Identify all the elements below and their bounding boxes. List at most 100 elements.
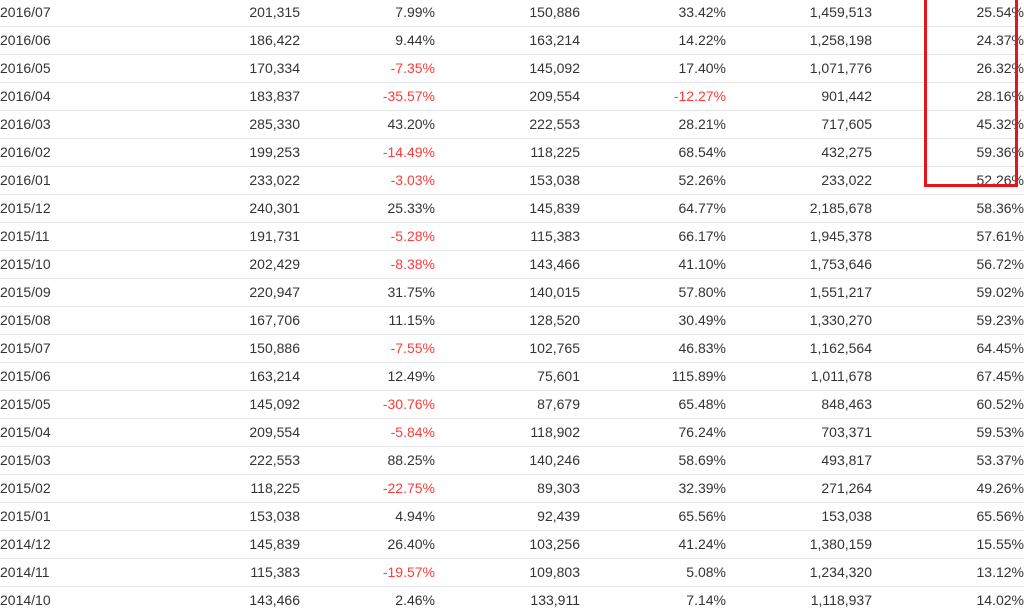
month-cell: 2015/10 <box>0 250 145 279</box>
percent-cell: -3.03% <box>300 166 435 195</box>
table-row: 2014/11 115,383 -19.57% 109,803 5.08% 1,234,3… <box>0 558 1024 587</box>
value-cell: 848,463 <box>726 390 872 419</box>
month-cell: 2015/09 <box>0 278 145 307</box>
month-cell: 2015/02 <box>0 474 145 503</box>
month-cell: 2015/06 <box>0 362 145 391</box>
percent-cell: 12.49% <box>300 362 435 391</box>
percent-cell: 28.21% <box>580 110 726 139</box>
value-cell: 118,902 <box>435 418 580 447</box>
value-cell: 201,315 <box>145 0 300 27</box>
percent-cell: 4.94% <box>300 502 435 531</box>
value-cell: 163,214 <box>435 26 580 55</box>
value-cell: 92,439 <box>435 502 580 531</box>
value-cell: 153,038 <box>145 502 300 531</box>
value-cell: 493,817 <box>726 446 872 475</box>
value-cell: 150,886 <box>145 334 300 363</box>
percent-cell: 32.39% <box>580 474 726 503</box>
value-cell: 102,765 <box>435 334 580 363</box>
value-cell: 285,330 <box>145 110 300 139</box>
value-cell: 128,520 <box>435 306 580 335</box>
month-cell: 2015/03 <box>0 446 145 475</box>
value-cell: 1,551,217 <box>726 278 872 307</box>
value-cell: 202,429 <box>145 250 300 279</box>
percent-cell: -30.76% <box>300 390 435 419</box>
percent-cell: -5.28% <box>300 222 435 251</box>
value-cell: 1,459,513 <box>726 0 872 27</box>
percent-cell: 52.26% <box>872 166 1024 195</box>
percent-cell: 26.40% <box>300 530 435 559</box>
value-cell: 432,275 <box>726 138 872 167</box>
value-cell: 1,380,159 <box>726 530 872 559</box>
percent-cell: -7.35% <box>300 54 435 83</box>
percent-cell: 88.25% <box>300 446 435 475</box>
percent-cell: -14.49% <box>300 138 435 167</box>
percent-cell: 2.46% <box>300 586 435 611</box>
percent-cell: -19.57% <box>300 558 435 587</box>
percent-cell: 76.24% <box>580 418 726 447</box>
value-cell: 703,371 <box>726 418 872 447</box>
value-cell: 145,839 <box>145 530 300 559</box>
value-cell: 1,118,937 <box>726 586 872 611</box>
percent-cell: 17.40% <box>580 54 726 83</box>
value-cell: 240,301 <box>145 194 300 223</box>
month-cell: 2016/03 <box>0 110 145 139</box>
value-cell: 209,554 <box>145 418 300 447</box>
value-cell: 199,253 <box>145 138 300 167</box>
percent-cell: 68.54% <box>580 138 726 167</box>
table-row: 2016/06 186,422 9.44% 163,214 14.22% 1,258,19… <box>0 26 1024 55</box>
percent-cell: 46.83% <box>580 334 726 363</box>
percent-cell: 26.32% <box>872 54 1024 83</box>
table-row: 2016/05 170,334 -7.35% 145,092 17.40% 1,071,7… <box>0 54 1024 83</box>
table-row: 2016/03 285,330 43.20% 222,553 28.21% 717,605… <box>0 110 1024 139</box>
percent-cell: 14.02% <box>872 586 1024 611</box>
percent-cell: 41.24% <box>580 530 726 559</box>
percent-cell: -7.55% <box>300 334 435 363</box>
table-row: 2015/10 202,429 -8.38% 143,466 41.10% 1,753,6… <box>0 250 1024 279</box>
table-row: 2015/04 209,554 -5.84% 118,902 76.24% 703,371… <box>0 418 1024 447</box>
value-cell: 717,605 <box>726 110 872 139</box>
percent-cell: 24.37% <box>872 26 1024 55</box>
percent-cell: 57.61% <box>872 222 1024 251</box>
value-cell: 271,264 <box>726 474 872 503</box>
value-cell: 87,679 <box>435 390 580 419</box>
value-cell: 153,038 <box>435 166 580 195</box>
value-cell: 1,011,678 <box>726 362 872 391</box>
percent-cell: 30.49% <box>580 306 726 335</box>
value-cell: 233,022 <box>145 166 300 195</box>
value-cell: 1,753,646 <box>726 250 872 279</box>
value-cell: 150,886 <box>435 0 580 27</box>
percent-cell: 65.56% <box>580 502 726 531</box>
percent-cell: 33.42% <box>580 0 726 27</box>
table-row: 2015/11 191,731 -5.28% 115,383 66.17% 1,945,3… <box>0 222 1024 251</box>
percent-cell: 59.02% <box>872 278 1024 307</box>
percent-cell: 60.52% <box>872 390 1024 419</box>
value-cell: 140,246 <box>435 446 580 475</box>
percent-cell: 5.08% <box>580 558 726 587</box>
value-cell: 1,162,564 <box>726 334 872 363</box>
percent-cell: 58.69% <box>580 446 726 475</box>
value-cell: 145,092 <box>435 54 580 83</box>
value-cell: 153,038 <box>726 502 872 531</box>
percent-cell: 11.15% <box>300 306 435 335</box>
month-cell: 2015/01 <box>0 502 145 531</box>
percent-cell: 66.17% <box>580 222 726 251</box>
percent-cell: 45.32% <box>872 110 1024 139</box>
percent-cell: 65.56% <box>872 502 1024 531</box>
percent-cell: 115.89% <box>580 362 726 391</box>
month-cell: 2016/05 <box>0 54 145 83</box>
percent-cell: -5.84% <box>300 418 435 447</box>
value-cell: 115,383 <box>145 558 300 587</box>
percent-cell: 65.48% <box>580 390 726 419</box>
table-row: 2016/07 201,315 7.99% 150,886 33.42% 1,459,51… <box>0 0 1024 27</box>
percent-cell: 59.53% <box>872 418 1024 447</box>
value-cell: 1,071,776 <box>726 54 872 83</box>
table-row: 2015/06 163,214 12.49% 75,601 115.89% 1,011,6… <box>0 362 1024 391</box>
month-cell: 2014/12 <box>0 530 145 559</box>
percent-cell: 59.36% <box>872 138 1024 167</box>
month-cell: 2014/11 <box>0 558 145 587</box>
percent-cell: 49.26% <box>872 474 1024 503</box>
value-cell: 145,839 <box>435 194 580 223</box>
